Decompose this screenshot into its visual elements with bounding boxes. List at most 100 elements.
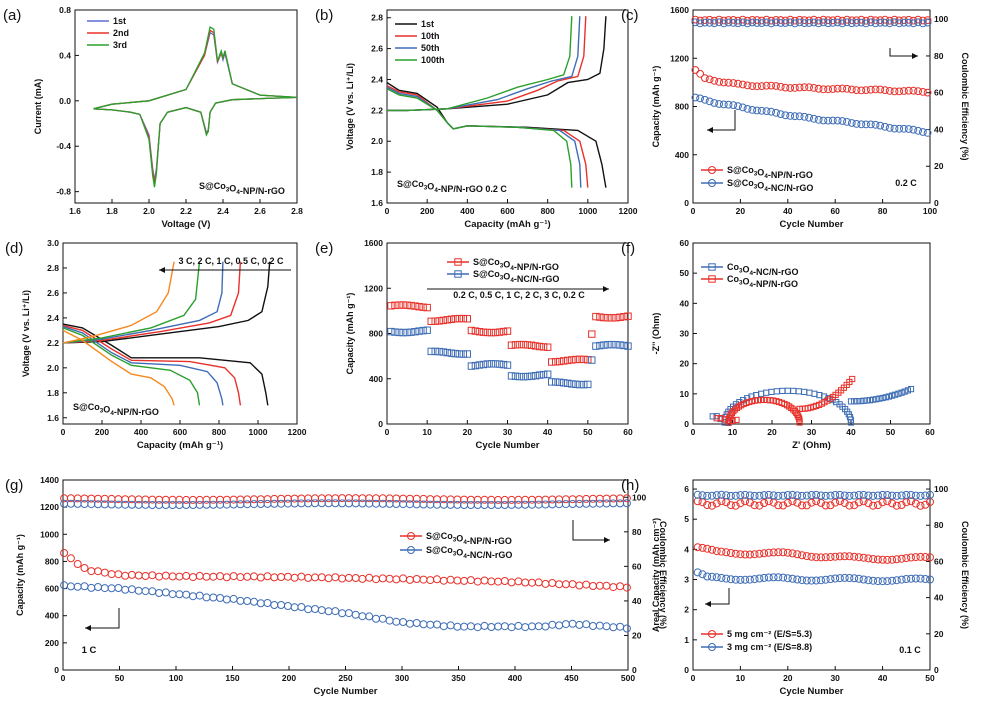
ce-point	[916, 501, 925, 510]
ce-point	[847, 16, 856, 25]
capacity-point	[395, 301, 403, 309]
ce-point	[256, 500, 265, 508]
capacity-point	[60, 549, 69, 557]
ce-point	[189, 501, 197, 509]
capacity-point	[534, 578, 543, 587]
y-tick-label: 2.8	[47, 263, 59, 273]
capacity-point	[760, 549, 769, 558]
capacity-point	[568, 619, 577, 628]
capacity-point	[753, 82, 761, 91]
capacity-point	[548, 358, 556, 366]
ce-point	[750, 491, 759, 500]
ce-point	[236, 500, 245, 509]
y-axis-label: Capacity (mAh g⁻¹)	[15, 534, 25, 616]
y2-tick-label: 100	[632, 492, 646, 502]
y-axis-label: Current (mA)	[33, 79, 43, 135]
ce-point	[786, 18, 795, 27]
capacity-point	[717, 547, 726, 556]
x-tick-label: 10	[728, 427, 738, 437]
legend-label: 1st	[113, 16, 126, 26]
plot-frame	[692, 479, 931, 671]
capacity-point	[216, 572, 225, 581]
capacity-point	[800, 112, 809, 121]
capacity-point	[798, 576, 806, 585]
panel-label: (a)	[3, 7, 21, 24]
ce-point	[311, 499, 319, 508]
x-tick-label: 60	[925, 427, 935, 437]
ce-point	[767, 19, 776, 28]
x-tick-label: 400	[460, 206, 474, 216]
capacity-point	[439, 576, 448, 585]
capacity-point	[87, 583, 96, 592]
capacity-point	[243, 572, 252, 581]
capacity-point	[798, 551, 806, 560]
ce-point	[885, 19, 894, 28]
capacity-point	[391, 328, 399, 336]
capacity-point	[419, 575, 428, 584]
impedance-point	[876, 395, 883, 402]
capacity-point	[772, 82, 780, 90]
y-tick-label: 400	[675, 150, 689, 160]
capacity-point	[168, 572, 177, 581]
ce-point	[473, 501, 482, 509]
y2-tick-label: 40	[934, 124, 944, 134]
capacity-point	[576, 380, 584, 389]
capacity-point	[439, 316, 447, 325]
capacity-point	[828, 116, 837, 125]
ce-point	[909, 19, 918, 28]
ce-point	[866, 18, 875, 27]
y-tick-label: 6	[684, 484, 689, 494]
x-tick-label: 200	[95, 427, 109, 437]
capacity-point	[708, 545, 716, 554]
capacity-point	[511, 372, 520, 381]
capacity-point	[236, 596, 245, 605]
panel-label: (d)	[5, 240, 23, 257]
ce-point	[616, 499, 625, 508]
legend-marker	[708, 275, 716, 283]
capacity-point	[403, 301, 411, 309]
capacity-point	[541, 622, 550, 631]
y-tick-label: 800	[45, 556, 59, 566]
ce-point	[802, 491, 811, 500]
ce-point	[622, 494, 631, 503]
capacity-point	[519, 373, 528, 381]
capacity-point	[127, 585, 136, 594]
capacity-point	[100, 584, 109, 593]
capacity-point	[869, 576, 878, 585]
capacity-point	[552, 358, 560, 366]
capacity-point	[168, 590, 177, 599]
arrow-capacity	[85, 608, 120, 629]
capacity-point	[378, 574, 387, 583]
capacity-point	[602, 622, 611, 631]
ce-point	[696, 19, 704, 28]
capacity-point	[907, 574, 915, 583]
plot-frame	[62, 479, 629, 671]
ce-point	[202, 500, 211, 509]
x-tick-label: 150	[225, 673, 239, 683]
ce-point	[819, 18, 828, 27]
capacity-point	[596, 313, 604, 321]
x-tick-label: 1000	[578, 206, 597, 216]
capacity-point	[726, 549, 735, 557]
capacity-point	[793, 550, 802, 559]
capacity-point	[507, 623, 516, 632]
capacity-point	[107, 584, 116, 593]
capacity-point	[534, 622, 543, 631]
ce-point	[847, 19, 856, 28]
x-tick-label: 200	[420, 206, 434, 216]
capacity-point	[788, 549, 797, 558]
capacity-point	[427, 347, 435, 356]
capacity-point	[451, 349, 460, 358]
capacity-point	[499, 360, 508, 369]
ce-point	[548, 500, 557, 509]
y2-tick-label: 60	[934, 88, 944, 98]
legend-label: S@Co3O4-NP/N-rGO	[473, 257, 559, 272]
ce-point	[297, 499, 306, 508]
capacity-point	[767, 107, 776, 116]
y-tick-label: 200	[45, 638, 59, 648]
ce-point	[892, 491, 901, 500]
ce-point	[743, 19, 752, 28]
capacity-point	[236, 573, 245, 582]
impedance-point	[721, 416, 728, 423]
capacity-point	[202, 572, 211, 581]
